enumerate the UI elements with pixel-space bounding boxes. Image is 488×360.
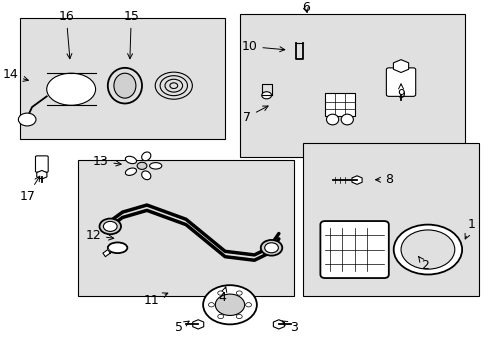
Text: 10: 10	[241, 40, 284, 53]
Ellipse shape	[107, 68, 142, 103]
Text: 7: 7	[243, 106, 267, 123]
Circle shape	[400, 230, 454, 269]
Text: 2: 2	[418, 257, 428, 272]
Polygon shape	[102, 249, 110, 257]
Ellipse shape	[326, 114, 338, 125]
Ellipse shape	[142, 171, 150, 180]
Circle shape	[260, 240, 282, 256]
Ellipse shape	[114, 73, 136, 98]
Text: 4: 4	[218, 287, 226, 304]
Bar	[20, 18, 224, 139]
Circle shape	[208, 303, 214, 307]
Text: 16: 16	[58, 10, 74, 59]
Circle shape	[236, 314, 242, 319]
FancyBboxPatch shape	[386, 68, 415, 96]
Circle shape	[217, 291, 223, 295]
Text: 3: 3	[282, 321, 297, 334]
FancyBboxPatch shape	[320, 221, 388, 278]
Bar	[325, 93, 354, 116]
Text: 15: 15	[123, 10, 139, 59]
Ellipse shape	[149, 163, 162, 169]
Ellipse shape	[125, 168, 136, 175]
Circle shape	[245, 303, 251, 307]
Bar	[303, 143, 478, 296]
Ellipse shape	[47, 73, 95, 105]
Circle shape	[264, 243, 278, 253]
Circle shape	[99, 219, 121, 234]
Text: 9: 9	[396, 84, 404, 101]
Text: 1: 1	[464, 218, 475, 239]
Text: 5: 5	[174, 321, 189, 334]
Ellipse shape	[341, 114, 353, 125]
Bar	[79, 161, 293, 296]
Circle shape	[261, 92, 271, 99]
Circle shape	[203, 285, 256, 324]
Circle shape	[236, 291, 242, 295]
FancyBboxPatch shape	[36, 156, 48, 172]
Text: 6: 6	[301, 1, 309, 14]
Text: 14: 14	[2, 68, 28, 81]
Text: 13: 13	[92, 155, 121, 168]
Circle shape	[215, 294, 244, 315]
Circle shape	[19, 113, 36, 126]
Text: 8: 8	[375, 173, 392, 186]
Ellipse shape	[142, 152, 150, 161]
Circle shape	[217, 314, 223, 319]
Circle shape	[103, 221, 117, 231]
Text: 12: 12	[85, 229, 114, 242]
Bar	[239, 14, 464, 157]
Text: 17: 17	[19, 176, 40, 203]
Circle shape	[393, 225, 461, 274]
Text: 11: 11	[143, 293, 167, 307]
Ellipse shape	[125, 156, 136, 164]
Ellipse shape	[107, 242, 127, 253]
Circle shape	[137, 162, 146, 170]
